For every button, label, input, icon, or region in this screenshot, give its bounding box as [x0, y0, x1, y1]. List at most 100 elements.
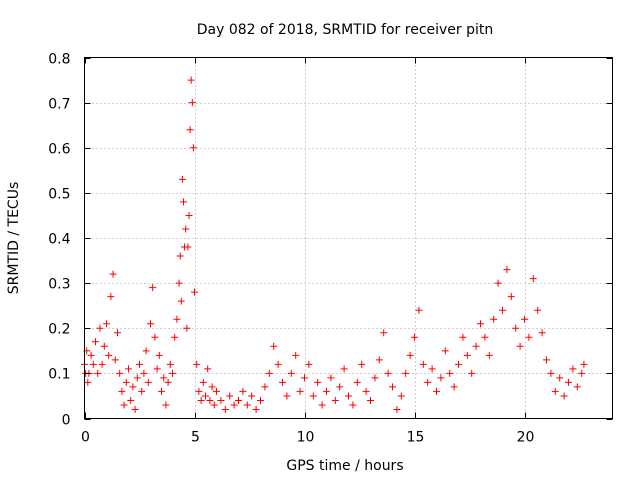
y-tick-label: 0.4: [48, 232, 70, 248]
data-point: [397, 392, 405, 400]
x-tick-label: 15: [407, 430, 425, 446]
data-point: [525, 333, 533, 341]
data-point: [189, 144, 197, 152]
data-point: [296, 387, 304, 395]
data-point: [494, 279, 502, 287]
chart-title: Day 082 of 2018, SRMTID for receiver pit…: [197, 22, 494, 38]
data-point: [265, 369, 273, 377]
data-point: [133, 374, 141, 382]
data-point: [419, 360, 427, 368]
data-point: [516, 342, 524, 350]
data-point: [468, 369, 476, 377]
data-point: [362, 387, 370, 395]
data-point: [573, 383, 581, 391]
data-point: [543, 356, 550, 364]
x-tick-label: 5: [191, 430, 200, 446]
data-point: [158, 387, 165, 395]
data-point: [84, 378, 92, 386]
data-point: [433, 387, 440, 395]
data-point: [393, 405, 401, 413]
data-point: [485, 351, 493, 359]
data-point: [441, 347, 449, 355]
data-point: [314, 378, 322, 386]
data-point: [521, 315, 528, 323]
data-point: [556, 374, 564, 382]
data-point: [103, 320, 110, 328]
y-tick-label: 0.6: [48, 142, 70, 158]
data-point: [144, 378, 152, 386]
data-point: [116, 369, 124, 377]
data-point: [327, 374, 335, 382]
data-point: [138, 387, 146, 395]
data-point: [353, 378, 361, 386]
data-point: [349, 401, 357, 409]
x-tick-label: 10: [297, 430, 315, 446]
x-axis-label: GPS time / hours: [286, 458, 403, 474]
data-point: [127, 396, 135, 404]
x-tick-label: 20: [517, 430, 535, 446]
y-tick-label: 0.3: [48, 277, 70, 293]
data-point: [358, 360, 366, 368]
y-tick-label: 0.2: [48, 322, 70, 338]
data-point: [166, 360, 174, 368]
data-point: [122, 378, 130, 386]
data-point: [140, 369, 148, 377]
data-point: [490, 315, 498, 323]
data-point: [162, 401, 170, 409]
data-point: [171, 333, 179, 341]
data-point: [424, 378, 432, 386]
data-point: [188, 99, 196, 107]
data-point: [129, 383, 137, 391]
data-point: [472, 342, 480, 350]
data-point: [164, 378, 172, 386]
data-point: [180, 198, 187, 206]
data-point: [503, 266, 511, 274]
data-point: [191, 288, 198, 296]
data-point: [547, 369, 555, 377]
y-tick-label: 0: [62, 413, 71, 429]
data-point: [111, 356, 119, 364]
x-tick-label: 0: [81, 430, 90, 446]
data-point: [411, 333, 418, 341]
data-point: [221, 405, 229, 413]
data-point: [261, 383, 269, 391]
data-point: [202, 392, 209, 400]
data-point: [481, 333, 489, 341]
data-point: [538, 329, 546, 337]
data-point: [175, 279, 183, 287]
data-point: [459, 333, 467, 341]
data-point: [136, 360, 143, 368]
y-tick-label: 0.8: [48, 52, 70, 68]
data-point: [131, 405, 139, 413]
data-point: [155, 351, 163, 359]
axis-ticks: 0 0.1 0.2 0.3 0.4 0.5 0.6 0.7 0.8 0 5 10 15 20: [48, 52, 613, 446]
data-point: [107, 293, 115, 301]
data-point: [173, 315, 181, 323]
data-point: [437, 374, 445, 382]
data-point: [217, 396, 225, 404]
data-point: [210, 401, 218, 409]
data-point: [450, 383, 458, 391]
data-point: [92, 338, 99, 346]
data-point: [446, 369, 454, 377]
data-point: [197, 396, 205, 404]
y-axis-label: SRMTID / TECUs: [6, 182, 22, 295]
data-point: [336, 383, 344, 391]
data-point: [178, 175, 186, 183]
data-point: [248, 392, 256, 400]
data-point: [142, 347, 150, 355]
data-point: [279, 378, 286, 386]
data-point: [287, 369, 295, 377]
data-point: [109, 270, 117, 278]
data-point: [565, 378, 572, 386]
data-point: [580, 360, 588, 368]
data-point: [183, 324, 191, 332]
data-point: [463, 351, 471, 359]
data-point: [87, 351, 95, 359]
data-point: [569, 365, 577, 373]
data-point: [345, 392, 352, 400]
y-tick-label: 0.5: [48, 187, 70, 203]
data-point: [323, 387, 330, 395]
y-tick-label: 0.1: [48, 367, 70, 383]
